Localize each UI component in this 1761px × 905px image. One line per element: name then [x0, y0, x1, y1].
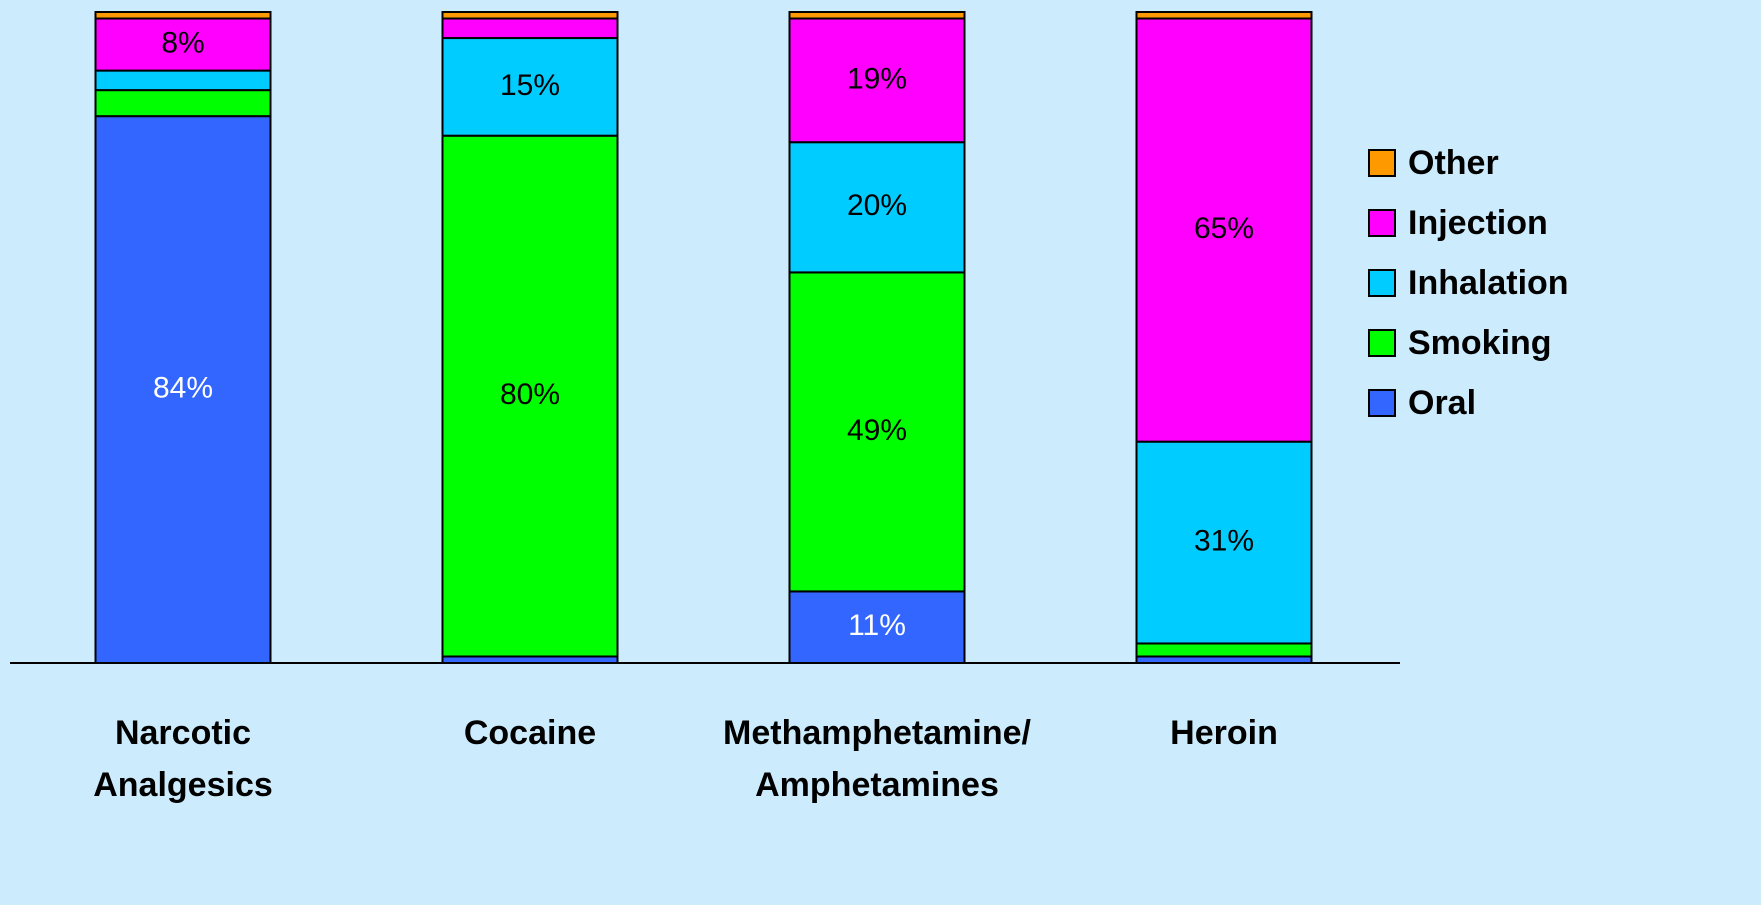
bar-segment	[441, 17, 619, 40]
bar-segment	[94, 17, 272, 72]
data-label: 20%	[847, 189, 907, 222]
data-label: 15%	[500, 69, 560, 102]
bar-segment	[1135, 440, 1313, 645]
legend-label: Oral	[1408, 384, 1476, 422]
x-tick-label: Narcotic Analgesics	[93, 714, 273, 804]
legend-label: Inhalation	[1408, 264, 1569, 302]
data-label: 19%	[847, 62, 907, 95]
bar-segment	[1135, 11, 1313, 20]
legend-label: Injection	[1408, 204, 1548, 242]
bar-segment	[441, 11, 619, 20]
bar-segment	[788, 141, 966, 274]
bar-segment	[788, 17, 966, 144]
data-label: 65%	[1194, 212, 1254, 245]
legend-label: Other	[1408, 144, 1499, 182]
x-tick-label: Heroin	[1170, 714, 1278, 752]
bar-segment	[94, 69, 272, 92]
legend-label: Smoking	[1408, 324, 1552, 362]
legend-swatch	[1368, 329, 1396, 357]
data-label: 84%	[153, 372, 213, 405]
data-label: 11%	[848, 609, 906, 642]
data-label: 8%	[161, 26, 204, 59]
bar-segment	[788, 271, 966, 593]
bar-segment	[94, 11, 272, 20]
data-label: 31%	[1194, 524, 1254, 557]
data-label: 49%	[847, 414, 907, 447]
bar-segment	[1135, 17, 1313, 443]
legend-swatch	[1368, 389, 1396, 417]
bar-segment	[441, 134, 619, 658]
bar-segment	[788, 590, 966, 665]
bar-segment	[94, 115, 272, 665]
legend-swatch	[1368, 209, 1396, 237]
bar-segment	[1135, 642, 1313, 658]
bar-segment	[94, 89, 272, 118]
data-label: 80%	[500, 378, 560, 411]
x-tick-label: Methamphetamine/ Amphetamines	[723, 714, 1031, 804]
x-tick-label: Cocaine	[463, 714, 597, 752]
legend-swatch	[1368, 149, 1396, 177]
bar-segment	[788, 11, 966, 20]
legend-swatch	[1368, 269, 1396, 297]
